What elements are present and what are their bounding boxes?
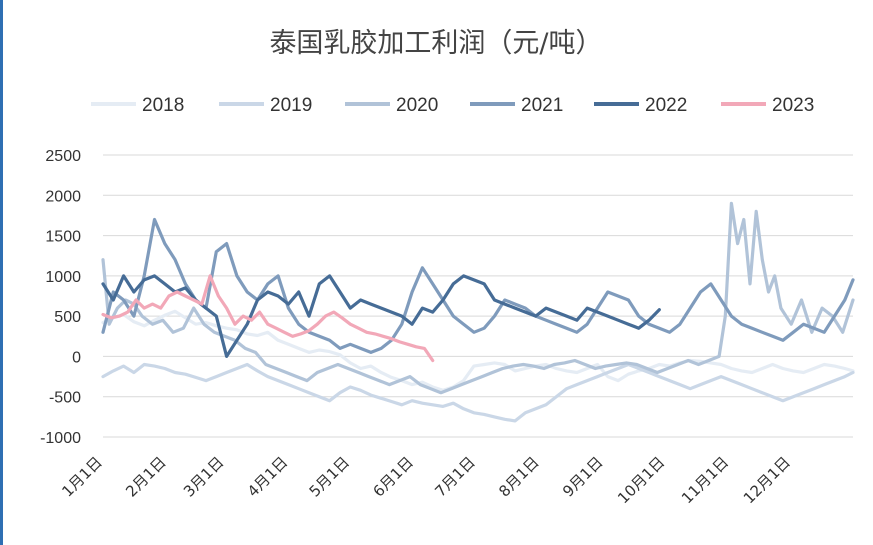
series-line-2018 [101,309,855,392]
legend-label-2018: 2018 [142,95,184,116]
legend-label-2022: 2022 [645,95,687,116]
y-tick-label: 500 [54,309,81,326]
x-tick-label: 10月1日 [614,453,668,507]
y-tick-label: 2000 [45,188,81,205]
chart-title: 泰国乳胶加工利润（元/吨） [269,28,602,59]
x-tick-label: 3月1日 [180,453,227,500]
y-tick-label: -500 [49,390,81,407]
y-tick-label: 1500 [45,229,81,246]
legend-label-2019: 2019 [270,95,312,116]
series-line-2021 [101,217,855,354]
series-line-2023 [101,274,435,363]
legend-label-2020: 2020 [396,95,438,116]
x-tick-label: 11月1日 [678,453,732,507]
x-tick-label: 5月1日 [306,453,353,500]
series-line-2020 [101,201,855,395]
series-line-2019 [101,362,855,423]
chart-legend: 2018 2019 2020 2021 2022 2023 [91,95,814,116]
x-tick-label: 1月1日 [58,453,105,500]
x-tick-label: 4月1日 [244,453,291,500]
x-tick-label: 7月1日 [431,453,478,500]
y-tick-label: 0 [72,349,81,366]
x-tick-label: 12月1日 [740,453,794,507]
y-axis: 2500 2000 1500 1000 500 0 -500 -1000 [40,148,81,447]
y-tick-label: -1000 [40,430,81,447]
plot-area [101,201,855,423]
legend-label-2021: 2021 [521,95,563,116]
x-tick-label: 9月1日 [559,453,606,500]
x-tick-label: 8月1日 [495,453,542,500]
line-chart: 泰国乳胶加工利润（元/吨） 2018 2019 2020 2021 2022 2023 2… [40,28,855,507]
x-axis: 1月1日 2月1日 3月1日 4月1日 5月1日 6月1日 7月1日 8月1日 9月1日 10月1… [58,453,794,507]
x-tick-label: 2月1日 [122,453,169,500]
legend-label-2023: 2023 [772,95,814,116]
grid-lines [103,154,853,438]
x-tick-label: 6月1日 [370,453,417,500]
y-tick-label: 2500 [45,148,81,165]
y-tick-label: 1000 [45,269,81,286]
